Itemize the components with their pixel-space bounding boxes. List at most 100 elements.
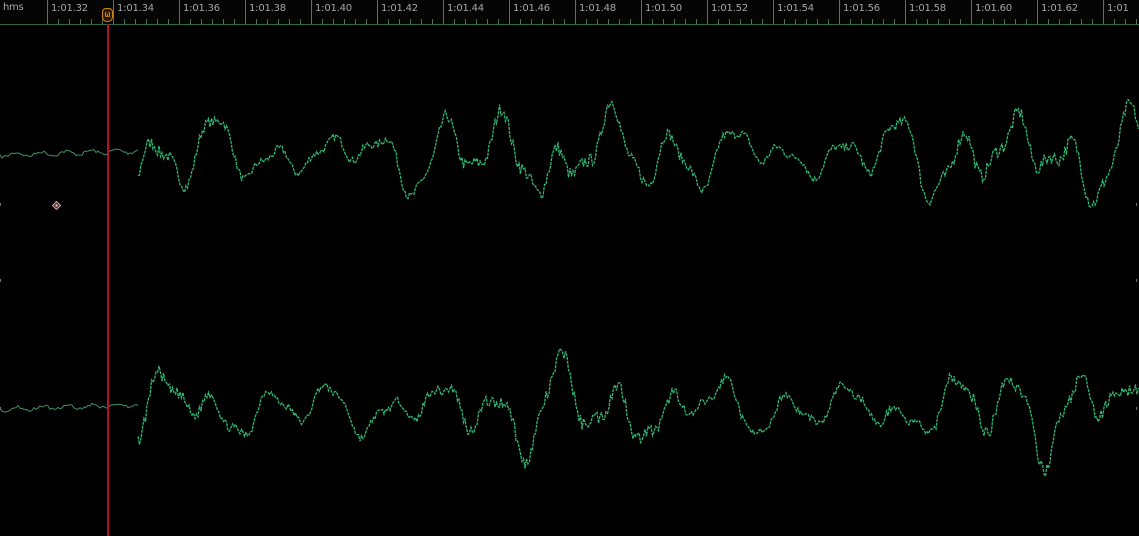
ruler-minor-tick (102, 19, 103, 24)
ruler-minor-tick (883, 19, 884, 24)
ruler-minor-tick (960, 19, 961, 24)
ruler-minor-tick (850, 19, 851, 24)
ruler-major-tick (377, 0, 378, 24)
ruler-major-tick (971, 0, 972, 24)
ruler-tick-label: 1:01.34 (117, 3, 154, 14)
ruler-minor-tick (938, 19, 939, 24)
ruler-minor-tick (1004, 19, 1005, 24)
ruler-minor-tick (190, 19, 191, 24)
ruler-major-tick (47, 0, 48, 24)
ruler-minor-tick (1092, 19, 1093, 24)
ruler-tick-label: 1:01.60 (975, 3, 1012, 14)
ruler-minor-tick (223, 19, 224, 24)
ruler-minor-tick (432, 19, 433, 24)
ruler-minor-tick (993, 19, 994, 24)
playhead-handle-icon[interactable]: ω (102, 8, 113, 22)
timeline-ruler[interactable]: hms 1:01.32 1:01.34 1:01.36 1:01.38 1:01.40 1… (0, 0, 1139, 25)
ruler-minor-tick (894, 19, 895, 24)
ruler-minor-tick (520, 19, 521, 24)
ruler-minor-tick (795, 19, 796, 24)
ruler-minor-tick (124, 19, 125, 24)
ruler-minor-tick (740, 19, 741, 24)
ruler-major-tick (575, 0, 576, 24)
ruler-tick-label: 1:01.50 (645, 3, 682, 14)
left-edge-marker (0, 407, 1, 410)
ruler-major-tick (509, 0, 510, 24)
ruler-minor-tick (1015, 19, 1016, 24)
ruler-minor-tick (476, 19, 477, 24)
ruler-minor-tick (949, 19, 950, 24)
ruler-minor-tick (399, 19, 400, 24)
waveform-channel-2[interactable] (0, 281, 1139, 536)
ruler-minor-tick (784, 19, 785, 24)
right-edge-marker (1136, 279, 1137, 282)
ruler-minor-tick (1114, 19, 1115, 24)
ruler-minor-tick (630, 19, 631, 24)
ruler-minor-tick (168, 19, 169, 24)
ruler-minor-tick (300, 19, 301, 24)
ruler-tick-label: 1:01.42 (381, 3, 418, 14)
waveform-area[interactable] (0, 25, 1139, 536)
right-edge-marker (1136, 203, 1137, 206)
ruler-minor-tick (278, 19, 279, 24)
ruler-minor-tick (256, 19, 257, 24)
ruler-minor-tick (1125, 19, 1126, 24)
ruler-tick-label: 1:01.46 (513, 3, 550, 14)
ruler-minor-tick (289, 19, 290, 24)
ruler-major-tick (707, 0, 708, 24)
ruler-minor-tick (212, 19, 213, 24)
ruler-tick-label: 1:01.48 (579, 3, 616, 14)
right-edge-marker (1136, 407, 1137, 410)
ruler-minor-tick (135, 19, 136, 24)
ruler-minor-tick (1136, 19, 1137, 24)
ruler-minor-tick (91, 19, 92, 24)
ruler-minor-tick (69, 19, 70, 24)
waveform-quiet-trace (0, 148, 139, 159)
ruler-minor-tick (674, 19, 675, 24)
ruler-tick-label: 1:01.44 (447, 3, 484, 14)
ruler-tick-label: 1:01.58 (909, 3, 946, 14)
ruler-major-tick (773, 0, 774, 24)
ruler-minor-tick (322, 19, 323, 24)
ruler-minor-tick (685, 19, 686, 24)
ruler-minor-tick (828, 19, 829, 24)
ruler-minor-tick (751, 19, 752, 24)
ruler-tick-label: 1:01.52 (711, 3, 748, 14)
ruler-minor-tick (58, 19, 59, 24)
ruler-minor-tick (927, 19, 928, 24)
ruler-minor-tick (146, 19, 147, 24)
waveform-trace (137, 98, 1139, 208)
ruler-minor-tick (487, 19, 488, 24)
ruler-minor-tick (696, 19, 697, 24)
ruler-major-tick (311, 0, 312, 24)
ruler-tick-label: 1:01.40 (315, 3, 352, 14)
ruler-minor-tick (498, 19, 499, 24)
ruler-minor-tick (861, 19, 862, 24)
ruler-minor-tick (982, 19, 983, 24)
ruler-minor-tick (586, 19, 587, 24)
waveform-quiet-trace (0, 402, 139, 413)
ruler-minor-tick (454, 19, 455, 24)
ruler-minor-tick (652, 19, 653, 24)
ruler-minor-tick (333, 19, 334, 24)
ruler-tick-label: 1:01.38 (249, 3, 286, 14)
ruler-tick-label: 1:01.62 (1041, 3, 1078, 14)
waveform-trace (137, 347, 1139, 479)
ruler-minor-tick (1026, 19, 1027, 24)
waveform-channel-1[interactable] (0, 25, 1139, 281)
ruler-minor-tick (817, 19, 818, 24)
ruler-minor-tick (80, 19, 81, 24)
ruler-minor-tick (157, 19, 158, 24)
ruler-minor-tick (663, 19, 664, 24)
diamond-point-icon[interactable] (52, 201, 61, 210)
playhead-cursor-line[interactable] (107, 24, 109, 536)
ruler-minor-tick (916, 19, 917, 24)
channel-2-waveform-svg (0, 347, 1139, 479)
ruler-major-tick (641, 0, 642, 24)
ruler-minor-tick (718, 19, 719, 24)
ruler-minor-tick (421, 19, 422, 24)
ruler-tick-label: 1:01 (1107, 3, 1129, 14)
ruler-minor-tick (729, 19, 730, 24)
ruler-minor-tick (344, 19, 345, 24)
